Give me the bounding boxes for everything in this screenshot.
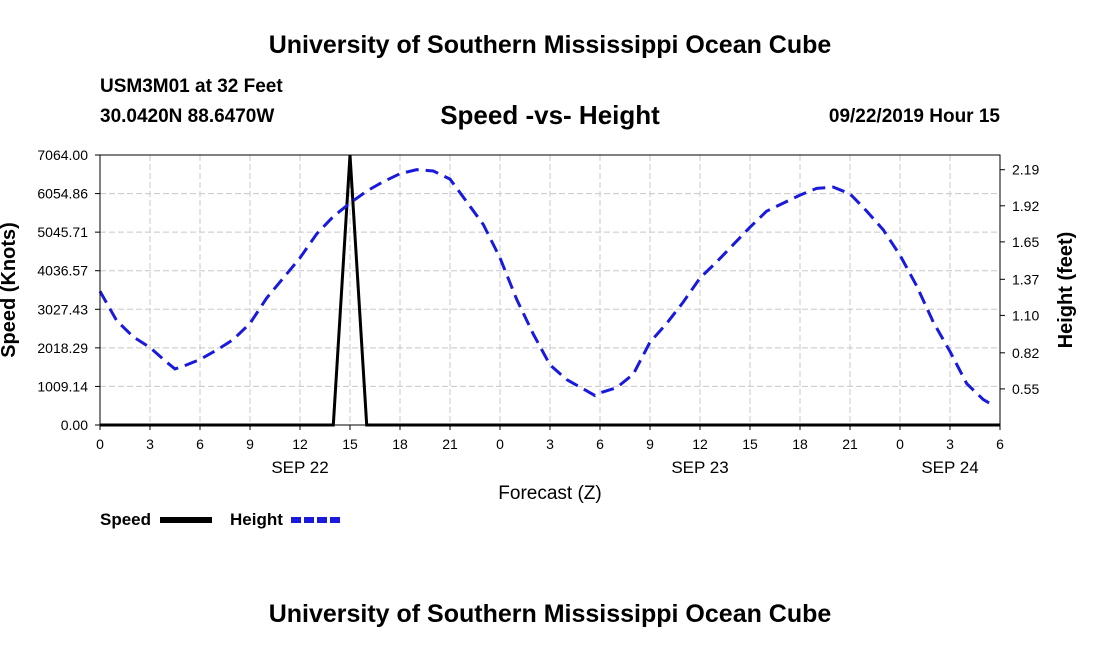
x-tick-label: 12 xyxy=(692,436,708,452)
x-tick-label: 0 xyxy=(96,436,104,452)
x-tick-label: 15 xyxy=(742,436,758,452)
x-tick-label: 6 xyxy=(996,436,1004,452)
x-tick-label: 12 xyxy=(292,436,308,452)
date-label: SEP 22 xyxy=(271,458,328,477)
x-tick-label: 0 xyxy=(496,436,504,452)
footer-title: University of Southern Mississippi Ocean… xyxy=(268,600,832,628)
x-tick-label: 3 xyxy=(146,436,154,452)
y-right-tick-label: 1.10 xyxy=(1012,307,1039,323)
x-tick-label: 6 xyxy=(596,436,604,452)
y-left-tick-label: 2018.29 xyxy=(37,340,88,356)
y-right-tick-label: 1.92 xyxy=(1012,198,1039,214)
x-tick-label: 18 xyxy=(792,436,808,452)
x-tick-label: 9 xyxy=(646,436,654,452)
y-right-tick-label: 1.37 xyxy=(1012,271,1039,287)
page-title: University of Southern Mississippi Ocean… xyxy=(268,31,832,59)
station-label: USM3M01 at 32 Feet xyxy=(100,76,283,97)
y-left-tick-label: 1009.14 xyxy=(37,378,88,394)
forecast-datetime: 09/22/2019 Hour 15 xyxy=(828,106,1000,127)
y-left-tick-label: 4036.57 xyxy=(37,263,88,279)
plot-frame xyxy=(99,154,1001,426)
x-tick-label: 9 xyxy=(246,436,254,452)
date-label: SEP 24 xyxy=(921,458,978,477)
y-right-axis-title: Height (feet) xyxy=(1055,232,1077,349)
legend-speed-label: Speed xyxy=(100,510,151,529)
y-right-tick-label: 1.65 xyxy=(1012,234,1039,250)
x-tick-label: 3 xyxy=(546,436,554,452)
station-coordinates: 30.0420N 88.6470W xyxy=(100,106,275,127)
y-left-tick-label: 6054.86 xyxy=(37,186,88,202)
y-left-tick-label: 0.00 xyxy=(61,417,88,433)
x-tick-label: 3 xyxy=(946,436,954,452)
x-tick-label: 6 xyxy=(196,436,204,452)
y-right-tick-label: 2.19 xyxy=(1012,162,1039,178)
x-tick-label: 0 xyxy=(896,436,904,452)
x-axis-title: Forecast (Z) xyxy=(498,483,601,504)
x-tick-label: 18 xyxy=(392,436,408,452)
y-right-tick-label: 0.82 xyxy=(1012,345,1039,361)
y-right-tick-label: 0.55 xyxy=(1012,381,1039,397)
x-tick-label: 21 xyxy=(442,436,458,452)
y-left-tick-label: 3027.43 xyxy=(37,301,88,317)
y-left-tick-label: 5045.71 xyxy=(37,224,88,240)
x-tick-label: 15 xyxy=(342,436,358,452)
date-label: SEP 23 xyxy=(671,458,728,477)
y-left-axis-title: Speed (Knots) xyxy=(0,222,20,358)
y-left-tick-label: 7064.00 xyxy=(37,147,88,163)
x-tick-label: 21 xyxy=(842,436,858,452)
legend-height-label: Height xyxy=(230,510,283,529)
series-height-line xyxy=(98,168,996,408)
chart-title: Speed -vs- Height xyxy=(440,100,660,130)
